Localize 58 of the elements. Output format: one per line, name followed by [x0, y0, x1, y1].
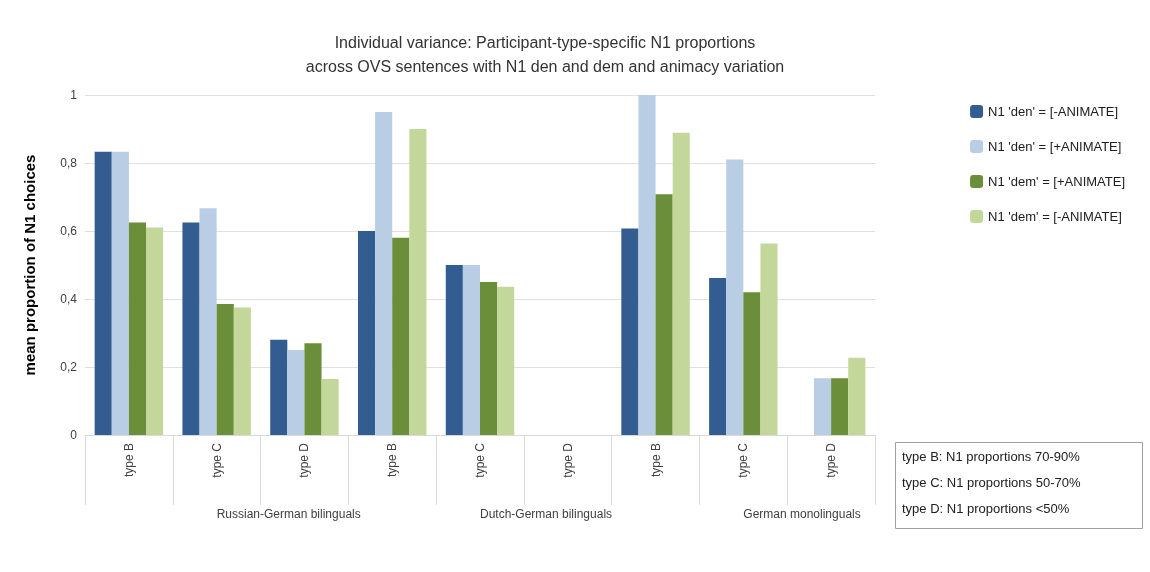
text: German monolinguals — [743, 507, 861, 521]
bar — [357, 231, 376, 435]
text: type D: N1 proportions <50% — [902, 501, 1070, 516]
bar — [409, 129, 427, 435]
bar — [182, 222, 200, 435]
legend-label: N1 'den' = [+ANIMATE] — [988, 139, 1122, 154]
y-tick-label: 0,6 — [60, 224, 78, 238]
bar — [726, 159, 744, 435]
bar — [233, 307, 251, 435]
legend-label: N1 'den' = [-ANIMATE] — [988, 104, 1119, 119]
y-tick-label: 1 — [70, 88, 78, 102]
bar — [743, 292, 761, 435]
bar — [480, 282, 498, 435]
x-tick-label: type B — [385, 443, 400, 478]
bar — [655, 194, 673, 435]
bar — [146, 227, 164, 435]
x-tick-label: type C — [209, 442, 224, 478]
legend-label: N1 'dem' = [+ANIMATE] — [988, 174, 1126, 189]
bar — [375, 112, 393, 435]
bar — [709, 277, 727, 435]
bar — [199, 208, 217, 435]
bar — [392, 237, 410, 435]
bar — [760, 243, 778, 435]
y-tick-label: 0,2 — [60, 360, 78, 374]
x-tick-label: type D — [297, 442, 312, 478]
bar — [94, 151, 112, 435]
y-tick-label: 0,4 — [60, 292, 78, 306]
y-tick-label: 0,8 — [60, 156, 78, 170]
x-tick-label: type D — [560, 442, 575, 478]
bar — [128, 222, 147, 435]
x-tick-label: type C — [736, 442, 751, 478]
bar — [848, 357, 866, 435]
bar — [111, 151, 129, 435]
bar — [216, 304, 234, 435]
bar — [462, 265, 480, 435]
bar — [445, 265, 463, 435]
bar — [304, 343, 322, 435]
bar — [638, 95, 656, 435]
text: type C: N1 proportions 50-70% — [902, 475, 1081, 490]
bar — [831, 378, 849, 435]
bar — [672, 132, 690, 435]
x-tick-label: type B — [121, 443, 136, 478]
text: type B: N1 proportions 70-90% — [902, 449, 1081, 464]
text: Dutch-German bilinguals — [480, 507, 613, 521]
x-tick-label: type C — [473, 442, 487, 478]
bar — [497, 286, 515, 435]
text: Russian-German bilinguals — [216, 507, 361, 521]
bar — [813, 378, 832, 435]
bar — [287, 350, 305, 435]
x-tick-label: type B — [648, 443, 663, 478]
y-tick-label: 0 — [70, 428, 78, 442]
legend-label: N1 'dem' = [-ANIMATE] — [988, 209, 1122, 224]
x-tick-label: type D — [824, 442, 839, 478]
bar — [270, 339, 288, 435]
bar — [321, 378, 339, 435]
bar — [621, 228, 639, 435]
chart-title: Individual variance: Participant-type-specific N1 proportions across OVS sentences with N1 den and dem and animacy variation — [305, 33, 785, 75]
y-axis-title: mean proportion of N1 choices — [21, 154, 38, 376]
